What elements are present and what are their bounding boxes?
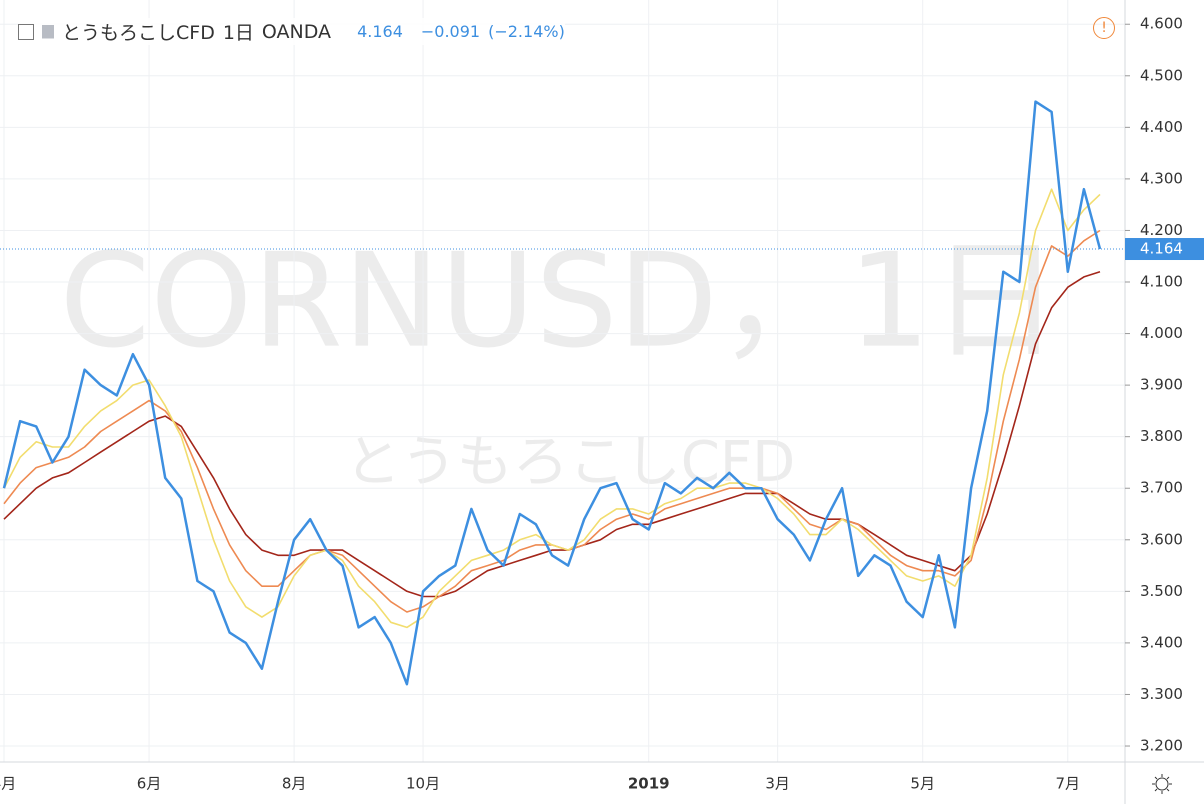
y-tick-label: 4.000 xyxy=(1140,324,1183,342)
interval[interactable]: 1日 xyxy=(222,22,254,44)
x-tick-label: 10月 xyxy=(406,775,440,793)
x-tick-label: 4月 xyxy=(0,775,16,793)
x-tick-label: 2019 xyxy=(628,775,670,793)
watermark: CORNUSD，1日 xyxy=(59,225,1060,377)
change-pct: (−2.14%) xyxy=(488,22,565,41)
settings-icon[interactable] xyxy=(1152,774,1172,794)
y-tick-label: 3.700 xyxy=(1140,479,1183,497)
y-tick-label: 3.600 xyxy=(1140,530,1183,548)
x-tick-label: 7月 xyxy=(1055,775,1080,793)
x-tick-label: 6月 xyxy=(137,775,162,793)
y-tick-label: 3.800 xyxy=(1140,427,1183,445)
y-tick-label: 3.400 xyxy=(1140,633,1183,651)
symbol-flag xyxy=(42,24,54,39)
y-tick-label: 4.300 xyxy=(1140,169,1183,187)
y-tick-label: 4.400 xyxy=(1140,118,1183,136)
symbol[interactable]: とうもろこしCFD xyxy=(62,22,215,44)
warning-icon[interactable]: ! xyxy=(1093,17,1115,39)
last-price-label: 4.164 xyxy=(1140,240,1183,258)
series-line xyxy=(2,100,1102,686)
y-tick-label: 4.100 xyxy=(1140,273,1183,291)
x-tick-label: 8月 xyxy=(282,775,307,793)
last-price: 4.164 xyxy=(357,22,403,41)
x-tick-label: 5月 xyxy=(910,775,935,793)
y-tick-label: 4.600 xyxy=(1140,15,1183,33)
y-tick-label: 4.200 xyxy=(1140,221,1183,239)
series-line xyxy=(3,188,1101,629)
series-line xyxy=(3,270,1101,598)
legend-header: とうもろこしCFD 1日 OANDA 4.164 −0.091 (−2.14%) xyxy=(18,18,565,45)
y-tick-label: 3.200 xyxy=(1140,737,1183,755)
y-tick-label: 4.500 xyxy=(1140,66,1183,84)
x-tick-label: 3月 xyxy=(765,775,790,793)
y-tick-label: 3.300 xyxy=(1140,685,1183,703)
y-tick-label: 3.900 xyxy=(1140,376,1183,394)
change: −0.091 xyxy=(420,22,481,41)
watermark-sub: とうもろこしCFD xyxy=(345,430,795,495)
expand-icon[interactable] xyxy=(18,23,34,40)
source[interactable]: OANDA xyxy=(261,20,332,43)
y-tick-label: 3.500 xyxy=(1140,582,1183,600)
last-price-box xyxy=(1125,238,1204,261)
